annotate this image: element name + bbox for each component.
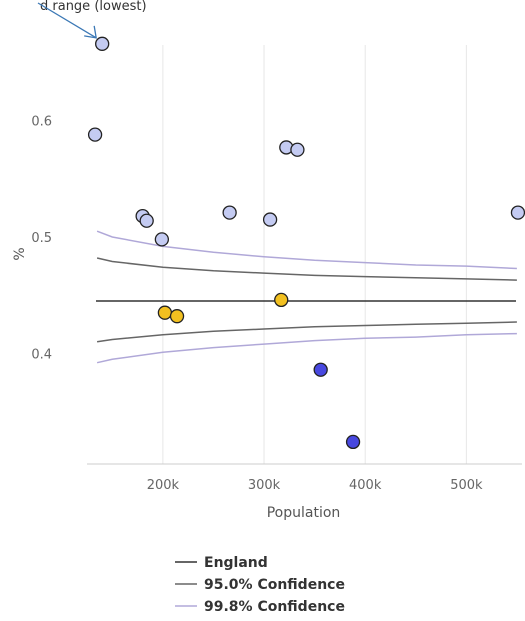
y-tick-label: 0.4 <box>31 347 52 362</box>
x-tick-label: 500k <box>450 478 483 493</box>
legend-label: 95.0% Confidence <box>204 577 345 593</box>
funnel-lower-998 <box>96 332 517 364</box>
legend-item-998[interactable]: 99.8% Confidence <box>175 599 345 615</box>
x-axis-title: Population <box>267 505 341 521</box>
x-tick-label: 400k <box>349 478 382 493</box>
data-point[interactable] <box>87 127 103 142</box>
data-point[interactable] <box>313 362 328 377</box>
y-tick-label: 0.5 <box>31 231 52 246</box>
data-point[interactable] <box>154 232 170 247</box>
data-point[interactable] <box>510 205 525 220</box>
data-point[interactable] <box>157 305 173 320</box>
data-point[interactable] <box>274 292 289 308</box>
data-point[interactable] <box>139 213 154 228</box>
x-tick-label: 200k <box>147 478 180 493</box>
data-point[interactable] <box>169 309 185 324</box>
y-axis-title: % <box>12 247 28 260</box>
legend[interactable]: England 95.0% Confidence 99.8% Confidence <box>175 555 345 615</box>
annotation-arrow <box>37 2 97 39</box>
arrow-shaft <box>37 2 97 39</box>
data-point[interactable] <box>222 205 237 220</box>
data-point[interactable] <box>345 434 361 450</box>
arrow-head <box>84 25 97 39</box>
data-point[interactable] <box>290 142 305 157</box>
confidence-funnels <box>96 230 517 364</box>
funnel-lower-95 <box>96 321 517 343</box>
clipped-caption: d range (lowest) <box>40 0 147 14</box>
y-tick-label: 0.6 <box>31 115 52 130</box>
data-point[interactable] <box>262 212 278 227</box>
data-point[interactable] <box>95 36 110 51</box>
y-axis-ticks: 0.4 0.5 0.6 <box>31 115 52 363</box>
legend-item-england[interactable]: England <box>175 555 268 571</box>
data-points[interactable] <box>87 36 525 450</box>
x-tick-label: 300k <box>248 478 281 493</box>
x-axis-ticks: 200k 300k 400k 500k <box>147 478 483 493</box>
legend-item-95[interactable]: 95.0% Confidence <box>175 577 345 593</box>
funnel-upper-998 <box>96 230 517 270</box>
legend-label: England <box>204 555 268 571</box>
legend-label: 99.8% Confidence <box>204 599 345 615</box>
vertical-gridlines <box>162 45 467 464</box>
funnel-upper-95 <box>96 257 517 281</box>
